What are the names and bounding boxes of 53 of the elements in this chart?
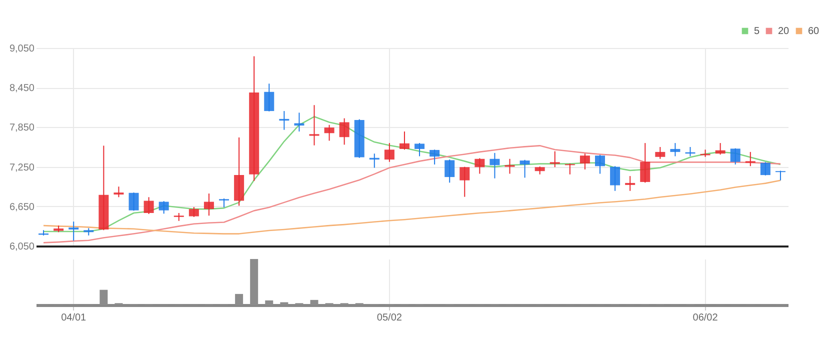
candlestick: [460, 166, 470, 198]
candlestick: [279, 110, 290, 130]
y-tick-label: 7,250: [9, 162, 35, 174]
line-series: [42, 116, 782, 232]
x-tick-label: 04/01: [61, 312, 87, 324]
line-series: [42, 180, 782, 234]
candlestick: [730, 148, 740, 165]
candlestick: [339, 118, 350, 146]
candlestick: [580, 153, 590, 170]
candlestick: [114, 186, 124, 198]
candlestick: [430, 149, 440, 165]
candlestick: [144, 196, 154, 214]
candlestick: [384, 142, 394, 162]
y-tick-label: 7,850: [9, 122, 35, 134]
y-tick-label: 6,050: [9, 242, 35, 252]
candlestick: [760, 162, 770, 176]
candlestick: [610, 166, 620, 192]
candlestick: [625, 176, 636, 192]
candlestick: [490, 152, 500, 179]
candlestick: [520, 159, 530, 178]
y-tick-label: 9,050: [9, 44, 35, 54]
candlestick: [399, 130, 410, 150]
candlestick: [324, 124, 334, 142]
legend-label: 20: [778, 26, 790, 37]
candlestick: [564, 163, 575, 175]
candlestick: [414, 142, 425, 157]
candlestick: [128, 192, 139, 212]
legend-label: 60: [808, 26, 820, 37]
x-tick-label: 06/02: [692, 312, 718, 324]
candlestick: [188, 206, 199, 218]
candlestick: [745, 151, 756, 167]
candlestick: [595, 154, 605, 174]
candlestick: [655, 146, 666, 160]
line-series: [42, 145, 782, 244]
candlestick: [775, 170, 786, 181]
candlestick: [640, 142, 650, 184]
candlestick: [444, 159, 455, 184]
candlestick: [715, 142, 726, 156]
legend-label: 5: [754, 26, 760, 37]
candlestick: [474, 158, 485, 174]
candlestick: [68, 221, 79, 242]
candlestick: [504, 158, 515, 174]
candlestick: [158, 200, 169, 214]
y-tick-label: 6,650: [9, 202, 35, 213]
candlestick: [309, 104, 320, 146]
x-tick-label: 05/02: [376, 312, 402, 324]
candlestick: [204, 193, 214, 216]
candlestick: [670, 142, 680, 157]
candlestick: [294, 112, 304, 132]
y-tick-label: 8,450: [9, 83, 35, 94]
candlestick: [264, 83, 274, 112]
candlestick: [369, 153, 380, 168]
candlestick: [550, 150, 560, 168]
